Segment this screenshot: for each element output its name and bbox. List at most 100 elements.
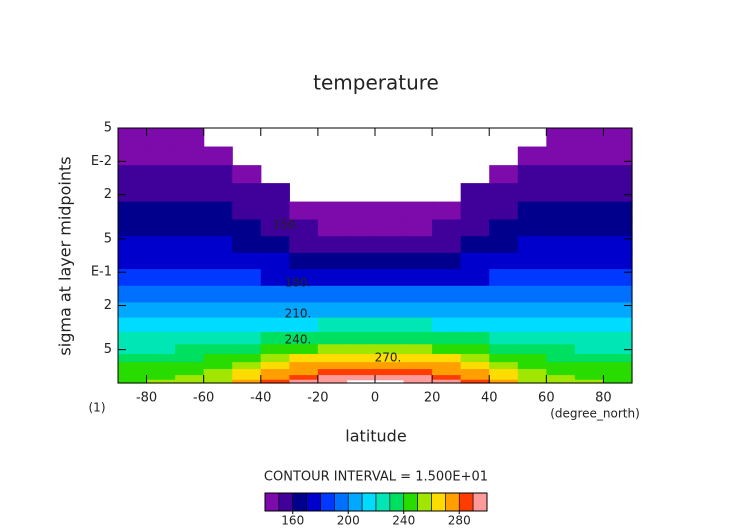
- contour-cell: [574, 379, 605, 384]
- contour-cell: [489, 354, 519, 363]
- contour-cell: [403, 344, 433, 355]
- contour-cell: [203, 369, 233, 376]
- contour-cell: [460, 236, 490, 254]
- contour-cell: [375, 252, 405, 270]
- contour-cell: [203, 344, 233, 355]
- contour-cell: [260, 331, 290, 345]
- contour-cell: [317, 252, 348, 270]
- contour-cell: [175, 302, 205, 319]
- contour-cell: [118, 183, 148, 203]
- contour-cell: [232, 344, 262, 355]
- contour-cell: [175, 317, 205, 333]
- colorbar-swatch: [292, 492, 307, 512]
- contour-cell: [517, 183, 547, 203]
- x-axis-label: latitude: [345, 427, 406, 446]
- contour-cell: [489, 375, 519, 381]
- contour-cell: [317, 317, 348, 333]
- contour-cell: [232, 252, 262, 270]
- colorbar-swatch: [375, 492, 391, 512]
- contour-cell: [346, 344, 376, 355]
- contour-cell: [574, 236, 605, 254]
- x-tick-label: -20: [307, 391, 328, 406]
- contour-cell: [574, 183, 605, 203]
- contour-cell: [317, 236, 348, 254]
- contour-cell: [574, 146, 605, 166]
- contour-cell: [346, 252, 376, 270]
- contour-cell: [489, 201, 519, 221]
- contour-cell: [260, 236, 290, 254]
- contour-cell: [517, 379, 547, 384]
- contour-cell: [118, 236, 148, 254]
- contour-cell: [460, 331, 490, 345]
- contour-cell: [574, 285, 605, 304]
- contour-cell: [346, 302, 376, 319]
- contour-cell: [460, 375, 490, 381]
- contour-cell: [260, 354, 290, 363]
- contour-cell: [289, 201, 319, 221]
- contour-cell: [517, 375, 547, 381]
- colorbar-frame: [264, 492, 488, 512]
- contour-cell: [146, 379, 176, 384]
- contour-cell: [574, 128, 605, 148]
- contour-cell: [146, 236, 176, 254]
- contour-cell: [175, 354, 205, 363]
- contour-cell: [289, 375, 319, 381]
- x-units: (degree_north): [550, 407, 640, 421]
- contour-cell: [432, 331, 462, 345]
- contour-cell: [175, 201, 205, 221]
- contour-cell: [546, 201, 576, 221]
- contour-cell: [232, 354, 262, 363]
- contour-cell: [175, 379, 205, 384]
- colorbar-swatch: [431, 492, 446, 512]
- contour-cell: [489, 362, 519, 370]
- contour-cell: [289, 236, 319, 254]
- contour-cell: [375, 269, 405, 287]
- contour-cell: [403, 369, 433, 376]
- contour-cell: [289, 252, 319, 270]
- contour-cell: [460, 344, 490, 355]
- contour-cell: [232, 331, 262, 345]
- contour-cell: [260, 375, 290, 381]
- contour-label: 240.: [285, 333, 312, 347]
- colorbar-swatch: [445, 492, 460, 512]
- x-tick-label: -60: [193, 391, 214, 406]
- colorbar-swatch: [417, 492, 432, 512]
- contour-cell: [517, 302, 547, 319]
- x-tick-label: 0: [371, 391, 379, 406]
- contour-cell: [603, 219, 633, 237]
- contour-cell: [603, 236, 633, 254]
- contour-cell: [375, 219, 405, 237]
- contour-cell: [118, 128, 148, 148]
- contour-cell: [375, 354, 405, 363]
- contour-cell: [232, 362, 262, 370]
- contour-cell: [118, 344, 148, 355]
- contour-cell: [203, 354, 233, 363]
- contour-cell: [546, 269, 576, 287]
- contour-cell: [260, 302, 290, 319]
- contour-cell: [432, 317, 462, 333]
- contour-cell: [432, 362, 462, 370]
- contour-cell: [517, 354, 547, 363]
- contour-cell: [517, 201, 547, 221]
- contour-cell: [460, 201, 490, 221]
- contour-cell: [346, 369, 376, 376]
- contour-cell: [289, 219, 319, 237]
- contour-cell: [574, 375, 605, 381]
- contour-cell: [260, 362, 290, 370]
- contour-cell: [175, 269, 205, 287]
- contour-cell: [460, 354, 490, 363]
- contour-cell: [403, 285, 433, 304]
- chart-title: temperature: [313, 71, 439, 95]
- contour-cell: [460, 379, 490, 384]
- contour-cell: [574, 317, 605, 333]
- contour-cell: [232, 201, 262, 221]
- contour-cell: [546, 285, 576, 304]
- contour-cell: [203, 375, 233, 381]
- colorbar-swatch: [389, 492, 405, 512]
- contour-cell: [546, 331, 576, 345]
- contour-cell: [146, 201, 176, 221]
- contour-cell: [260, 344, 290, 355]
- contour-cell: [289, 331, 319, 345]
- contour-cell: [375, 285, 405, 304]
- contour-cell: [146, 146, 176, 166]
